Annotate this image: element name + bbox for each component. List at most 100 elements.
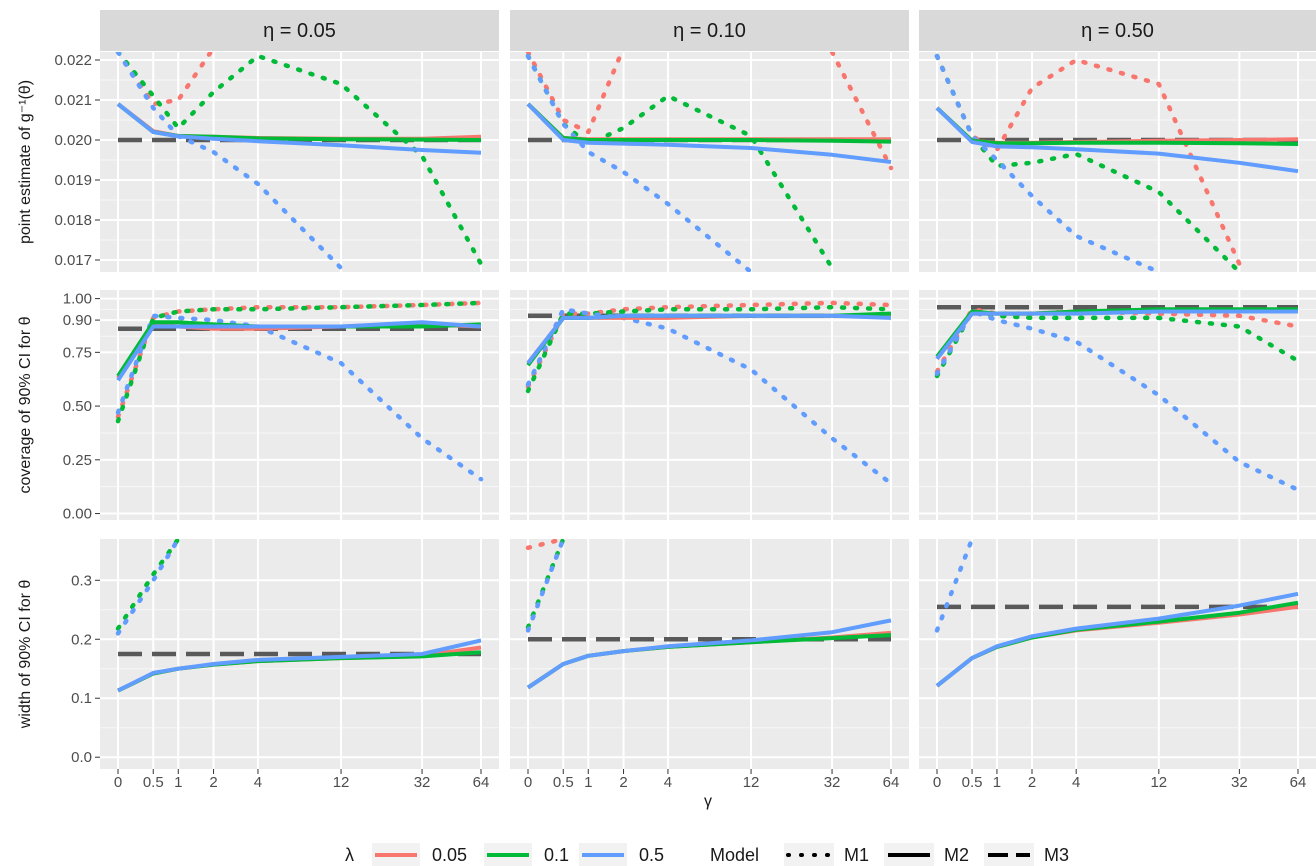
series-line-lambda-0_5-m2 (935, 591, 1299, 688)
series-line-lambda-0_5-m1 (115, 539, 181, 636)
panel-series-r2-c1 (525, 539, 892, 690)
legend-label: 0.5 (639, 845, 664, 865)
x-tick-label: 0.5 (962, 774, 983, 791)
panel-series-r1-c0 (115, 300, 484, 482)
x-tick-label: 2 (1028, 774, 1036, 791)
facet-strip-label: η = 0.50 (1081, 20, 1154, 42)
x-tick-label: 12 (1150, 774, 1167, 791)
x-tick-label: 4 (254, 774, 262, 791)
y-tick-label: 0.020 (54, 132, 92, 149)
y-tick-label: 0.3 (71, 572, 92, 589)
y-axis-title: width of 90% CI for θ (17, 580, 34, 730)
legend-label: M2 (944, 845, 969, 865)
y-tick-label: 0.90 (63, 312, 92, 329)
panel-series-r0-c2 (934, 53, 1299, 272)
y-tick-label: 0.018 (54, 212, 92, 229)
series-line-lambda-0_05-m1 (934, 53, 1242, 267)
series-line-lambda-0_05-m1 (525, 300, 894, 389)
facet-strips: η = 0.05 η = 0.10 η = 0.50 (100, 10, 1316, 51)
x-tick-label: 64 (1290, 774, 1307, 791)
x-tick-label: 0.5 (143, 774, 164, 791)
panel-r0-c0 (100, 52, 499, 272)
y-tick-label: 0.50 (63, 398, 92, 415)
facet-strip-label: η = 0.10 (673, 20, 746, 42)
y-tick-label: 1.00 (63, 291, 92, 308)
x-tick-label: 32 (414, 774, 431, 791)
legend: λ 0.05 0.1 0.5 Model M1 M2 M3 (345, 843, 1069, 866)
legend-label: M3 (1044, 845, 1069, 865)
y-tick-label: 0.1 (71, 690, 92, 707)
series-line-lambda-0_5-m2 (116, 102, 482, 155)
series-line-lambda-0_5-m1 (934, 539, 975, 633)
x-tick-label: 0 (933, 774, 941, 791)
panel-series-r2-c0 (115, 539, 482, 693)
series-line-lambda-0_1-m1 (115, 539, 181, 631)
panel-series-r0-c0 (115, 52, 484, 271)
x-tick-label: 1 (584, 774, 592, 791)
x-tick-label: 32 (824, 774, 841, 791)
y-tick-label: 0.00 (63, 506, 92, 523)
series-line-lambda-0_1-m1 (115, 300, 484, 424)
legend-lambda-title: λ (345, 845, 354, 865)
series-line-lambda-0_5-m1 (115, 313, 484, 482)
series-line-lambda-0_5-m2 (526, 618, 892, 690)
y-axis-title: coverage of 90% CI for θ (17, 316, 34, 493)
gridlines (100, 52, 1316, 769)
series-line-lambda-0_1-m1 (115, 52, 484, 267)
series-line-lambda-0_05-m1 (115, 52, 214, 107)
series-line-lambda-0_5-m1 (525, 539, 566, 633)
panel-r1-c1 (510, 290, 909, 520)
y-axis-title: point estimate of g⁻¹(θ) (17, 80, 34, 244)
series-line-lambda-0_5-m2 (526, 102, 892, 164)
x-tick-label: 64 (883, 774, 900, 791)
series-line-lambda-0_5-m2 (935, 309, 1298, 361)
x-tick-label: 2 (619, 774, 627, 791)
panel-series-r2-c2 (934, 539, 1299, 688)
series-line-lambda-0_05-m1 (525, 52, 894, 171)
facet-strip-0 (100, 10, 499, 51)
legend-key-bg (984, 843, 1034, 866)
data-series (115, 52, 1301, 693)
facet-strip-1 (510, 10, 909, 51)
x-tick-label: 64 (473, 774, 490, 791)
y-tick-label: 0.022 (54, 52, 92, 69)
y-tick-label: 0.75 (63, 344, 92, 361)
panel-series-r0-c1 (525, 52, 894, 272)
series-line-lambda-0_5-m2 (117, 638, 482, 693)
x-axis-title: γ (704, 793, 712, 810)
x-tick-label: 12 (743, 774, 760, 791)
series-line-lambda-0_5-m1 (934, 53, 1162, 272)
x-tick-label: 4 (1072, 774, 1080, 791)
series-line-lambda-0_1-m1 (934, 53, 1242, 272)
y-tick-label: 0.017 (54, 252, 92, 269)
y-tick-label: 0.021 (54, 92, 92, 109)
panel-r0-c2 (919, 52, 1316, 272)
y-tick-label: 0.019 (54, 172, 92, 189)
panel-series-r1-c2 (934, 304, 1301, 493)
x-tick-label: 12 (333, 774, 350, 791)
series-line-lambda-0_5-m1 (525, 307, 894, 486)
legend-label: 0.05 (432, 845, 467, 865)
x-tick-label: 0 (114, 774, 122, 791)
facet-strip-2 (919, 10, 1316, 51)
x-tick-label: 0 (524, 774, 532, 791)
panel-r1-c2 (919, 290, 1316, 520)
x-tick-label: 2 (209, 774, 217, 791)
series-line-lambda-0_5-m1 (525, 53, 754, 272)
y-tick-label: 0.2 (71, 631, 92, 648)
legend-key-bg (784, 843, 834, 866)
legend-label: 0.1 (544, 845, 569, 865)
series-line-lambda-0_5-m2 (116, 320, 482, 382)
series-line-lambda-0_1-m2 (526, 102, 892, 144)
legend-label: M1 (844, 845, 869, 865)
series-line-lambda-0_1-m1 (525, 304, 894, 394)
y-tick-label: 0.0 (71, 749, 92, 766)
x-tick-label: 0.5 (553, 774, 574, 791)
panel-series-r1-c1 (525, 300, 894, 486)
x-tick-label: 1 (993, 774, 1001, 791)
x-tick-label: 4 (664, 774, 672, 791)
x-tick-label: 1 (174, 774, 182, 791)
facet-strip-label: η = 0.05 (263, 20, 336, 42)
